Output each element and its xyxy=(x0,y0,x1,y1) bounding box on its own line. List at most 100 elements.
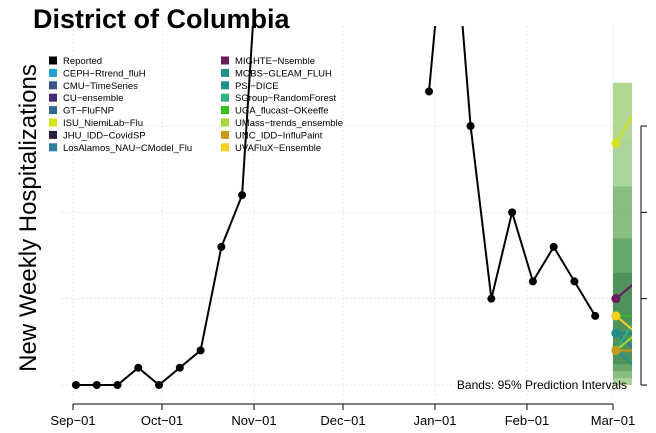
y-tick-label-1: 5 xyxy=(653,295,656,302)
forecast-point-8-1 xyxy=(632,363,641,372)
prediction-band-inner-1 xyxy=(612,238,632,372)
x-tick-label-3: Dec−01 xyxy=(320,413,365,428)
legend-label-1: CEPH−Rtrend_fluH xyxy=(63,68,146,79)
legend-label-13: UMass−trends_ensemble xyxy=(235,118,343,129)
band-note: Bands: 95% Prediction Intervals xyxy=(457,378,627,392)
forecast-point-1-1 xyxy=(632,311,641,320)
chart-title: District of Columbia xyxy=(33,4,290,34)
legend-label-9: MOBS−GLEAM_FLUH xyxy=(235,68,332,79)
forecast-point-14-1 xyxy=(632,329,641,338)
x-tick-label-4: Jan−01 xyxy=(413,413,456,428)
reported-point-17 xyxy=(570,277,579,286)
reported-point-16 xyxy=(549,242,558,251)
legend-swatch-2 xyxy=(49,81,57,90)
legend-label-2: CMU−TimeSeries xyxy=(63,81,138,92)
legend-label-7: LosAlamos_NAU−CModel_Flu xyxy=(63,143,192,154)
x-tick-label-0: Sep−01 xyxy=(50,413,95,428)
reported-point-6 xyxy=(196,346,205,355)
forecast-point-10-1 xyxy=(632,311,641,320)
reported-point-5 xyxy=(175,363,184,372)
reported-point-3 xyxy=(134,363,143,372)
forecast-point-7-0 xyxy=(611,294,621,304)
forecast-point-13-1 xyxy=(632,346,641,355)
legend-swatch-13 xyxy=(221,118,229,127)
legend-swatch-1 xyxy=(49,68,57,77)
legend-swatch-10 xyxy=(221,81,229,90)
legend-swatch-3 xyxy=(49,93,57,102)
legend-label-6: JHU_IDD−CovidSP xyxy=(63,130,146,141)
forecast-line-7 xyxy=(615,284,632,300)
reported-line-1 xyxy=(428,26,597,317)
forecast-point-0-1 xyxy=(632,329,641,338)
forecast-point-5-1 xyxy=(632,277,641,286)
forecast-line-14 xyxy=(615,315,632,331)
forecast-point-13-0 xyxy=(611,345,621,355)
forecast-point-7-1 xyxy=(632,277,641,286)
reported-line-0 xyxy=(76,26,254,387)
y-tick-label-0: 0 xyxy=(653,381,656,388)
reported-point-0 xyxy=(71,381,80,389)
prediction-band-inner-3 xyxy=(612,82,632,140)
reported-point-8 xyxy=(238,191,247,200)
legend-label-15: UVAFluX−Ensemble xyxy=(235,143,321,154)
forecast-point-3-1 xyxy=(632,329,641,338)
forecast-point-9-0 xyxy=(611,328,621,338)
forecast-line-8 xyxy=(615,349,632,366)
legend-label-8: MIGHTE−Nsemble xyxy=(235,56,315,67)
legend-swatch-4 xyxy=(49,106,57,115)
legend-swatch-8 xyxy=(221,56,229,65)
legend-swatch-0 xyxy=(49,56,57,65)
prediction-bands xyxy=(612,82,632,385)
forecast-line-4 xyxy=(615,114,632,144)
forecast-point-4-1 xyxy=(632,104,641,113)
reported-point-14 xyxy=(508,208,517,217)
axes: Sep−01 Oct−01 Nov−01 Dec−01 Jan−01 Feb−01 Mar−… xyxy=(50,119,656,428)
forecast-point-14-0 xyxy=(611,311,621,321)
reported-point-1 xyxy=(92,381,101,389)
legend-swatch-15 xyxy=(221,143,229,152)
reported-point-12 xyxy=(466,122,475,130)
legend-swatch-14 xyxy=(221,130,229,139)
legend-swatch-9 xyxy=(221,68,229,77)
legend-label-12: UGA_flucast−OKeeffe xyxy=(235,106,329,117)
forecast-point-4-0 xyxy=(611,138,621,148)
forecast-point-9-1 xyxy=(632,329,641,338)
legend-label-10: PSI−DICE xyxy=(235,81,279,92)
reported-point-10 xyxy=(425,87,434,96)
reported-point-15 xyxy=(528,277,537,286)
forecast-point-12-1 xyxy=(632,329,641,338)
prediction-band xyxy=(612,82,632,385)
y-axis-label: New Weekly Hospitalizations xyxy=(15,64,42,372)
x-tick-label-6: Mar−01 xyxy=(591,413,635,428)
legend-swatch-12 xyxy=(221,106,229,115)
x-tick-label-2: Nov−01 xyxy=(231,413,276,428)
forecast-line-12 xyxy=(615,335,632,352)
y-tick-label-3: 15 xyxy=(653,119,656,133)
legend-swatch-11 xyxy=(221,93,229,102)
legend-swatch-7 xyxy=(49,143,57,152)
reported-point-2 xyxy=(113,381,122,389)
legend-label-3: CU−ensemble xyxy=(63,93,123,104)
grid xyxy=(62,26,632,397)
legend-label-11: SGroup−RandomForest xyxy=(235,93,336,104)
forecast-point-2-1 xyxy=(632,329,641,338)
x-tick-label-1: Oct−01 xyxy=(141,413,183,428)
legend-label-5: ISU_NiemiLab−Flu xyxy=(63,118,143,129)
legend-label-0: Reported xyxy=(63,56,102,67)
reported-point-18 xyxy=(591,311,600,320)
reported-point-4 xyxy=(155,381,164,389)
legend-label-14: UNC_IDD−InfluPaint xyxy=(235,130,323,141)
y-tick-label-2: 10 xyxy=(653,205,656,219)
forecast-point-11-1 xyxy=(632,311,641,320)
series-layer xyxy=(71,26,641,389)
legend-swatch-6 xyxy=(49,130,57,139)
x-tick-label-5: Feb−01 xyxy=(505,413,549,428)
legend-swatch-5 xyxy=(49,118,57,127)
forecast-point-6-1 xyxy=(632,346,641,355)
reported-point-13 xyxy=(487,294,496,303)
forecast-line-10 xyxy=(615,321,632,351)
legend-label-4: GT−FluFNP xyxy=(63,106,114,117)
reported-point-7 xyxy=(217,242,226,251)
